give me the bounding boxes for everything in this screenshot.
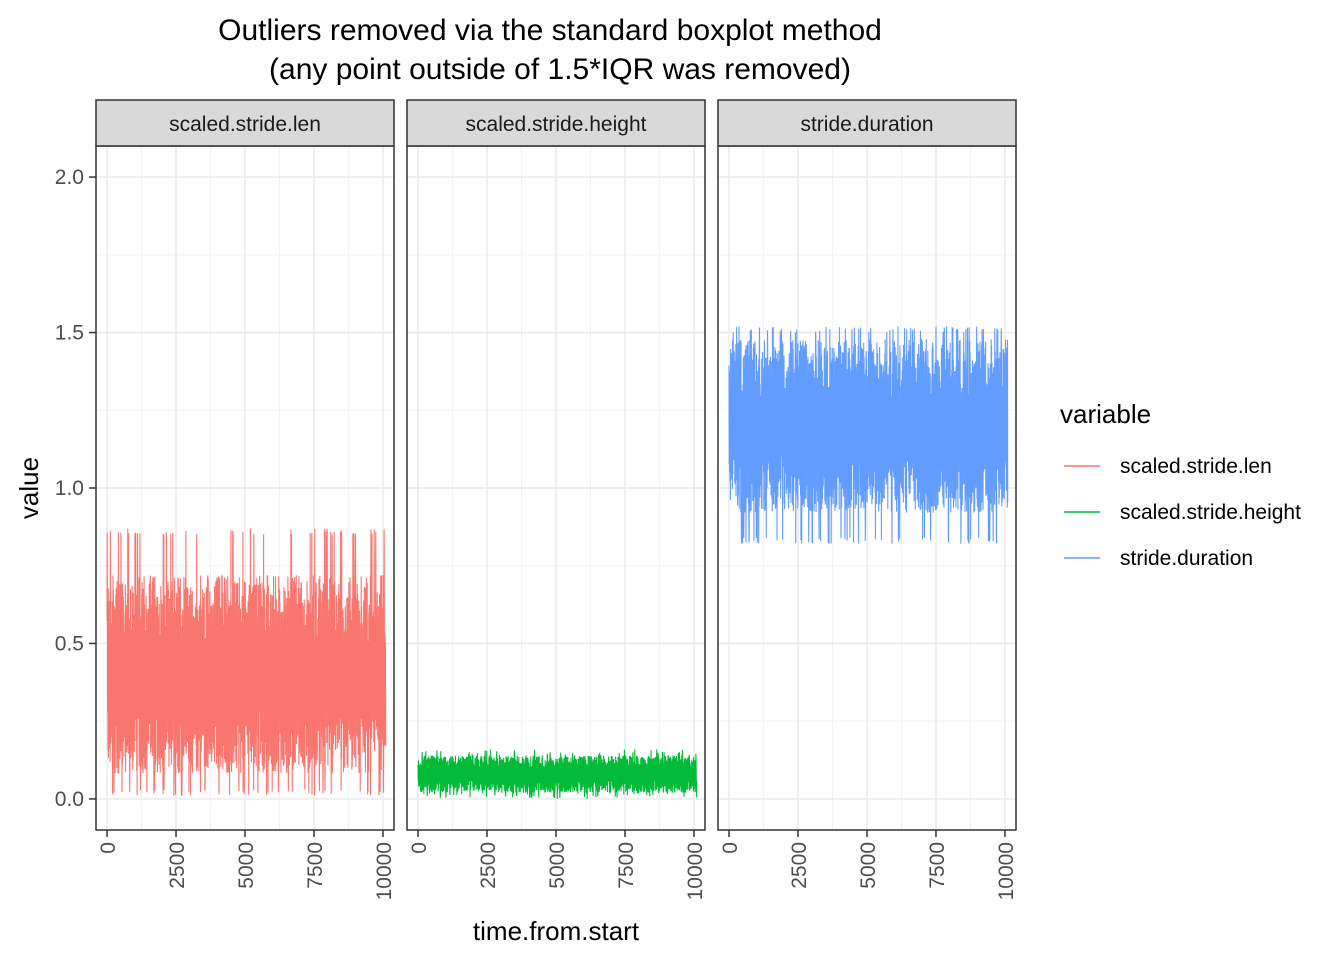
legend: variable scaled.stride.len scaled.stride.… (1060, 399, 1301, 570)
x-tick-label: 0 (97, 842, 120, 854)
series-line-scaled.stride.height (417, 749, 698, 799)
facet-strip (406, 99, 706, 147)
x-tick-label: 5000 (546, 842, 569, 889)
legend-label: scaled.stride.height (1120, 501, 1301, 524)
facet-strip-label: scaled.stride.height (466, 113, 647, 136)
facet-panel-1: scaled.stride.len 0 2500 5000 7500 10000 (95, 99, 396, 900)
x-tick-label: 2500 (477, 842, 500, 889)
facet-panel-2: scaled.stride.height 0 2500 5000 7500 10000 (406, 99, 707, 900)
x-tick-label: 5000 (235, 842, 258, 889)
x-tick-label: 10000 (995, 842, 1018, 900)
x-tick-label: 10000 (684, 842, 707, 900)
x-tick-label: 5000 (857, 842, 880, 889)
y-axis-label: value (14, 457, 44, 519)
x-tick-label: 0 (408, 842, 431, 854)
facet-strip (717, 99, 1017, 147)
x-tick-label: 10000 (373, 842, 396, 900)
legend-title: variable (1060, 399, 1151, 429)
y-axis: 0.0 0.5 1.0 1.5 2.0 (55, 166, 96, 811)
facet-panel-3: stride.duration 0 2500 5000 7500 10000 (717, 99, 1018, 900)
facet-strip (95, 99, 395, 147)
chart-title-line1: Outliers removed via the standard boxplo… (218, 14, 882, 47)
x-axis-label: time.from.start (473, 916, 640, 946)
y-tick-label: 2.0 (55, 166, 84, 189)
x-tick-label: 7500 (304, 842, 327, 889)
x-tick-label: 7500 (926, 842, 949, 889)
y-tick-label: 0.5 (55, 632, 84, 655)
y-tick-label: 1.0 (55, 477, 84, 500)
legend-label: stride.duration (1120, 547, 1253, 570)
x-tick-label: 0 (719, 842, 742, 854)
series-line-scaled.stride.len (106, 528, 387, 796)
chart-title-line2: (any point outside of 1.5*IQR was remove… (269, 53, 851, 86)
facet-strip-label: stride.duration (800, 113, 933, 136)
y-tick-label: 0.0 (55, 788, 84, 811)
x-tick-label: 7500 (615, 842, 638, 889)
series-line-stride.duration (728, 326, 1009, 544)
y-tick-label: 1.5 (55, 322, 84, 345)
x-tick-label: 2500 (166, 842, 189, 889)
facet-strip-label: scaled.stride.len (169, 113, 321, 136)
legend-label: scaled.stride.len (1120, 455, 1272, 478)
x-tick-label: 2500 (788, 842, 811, 889)
